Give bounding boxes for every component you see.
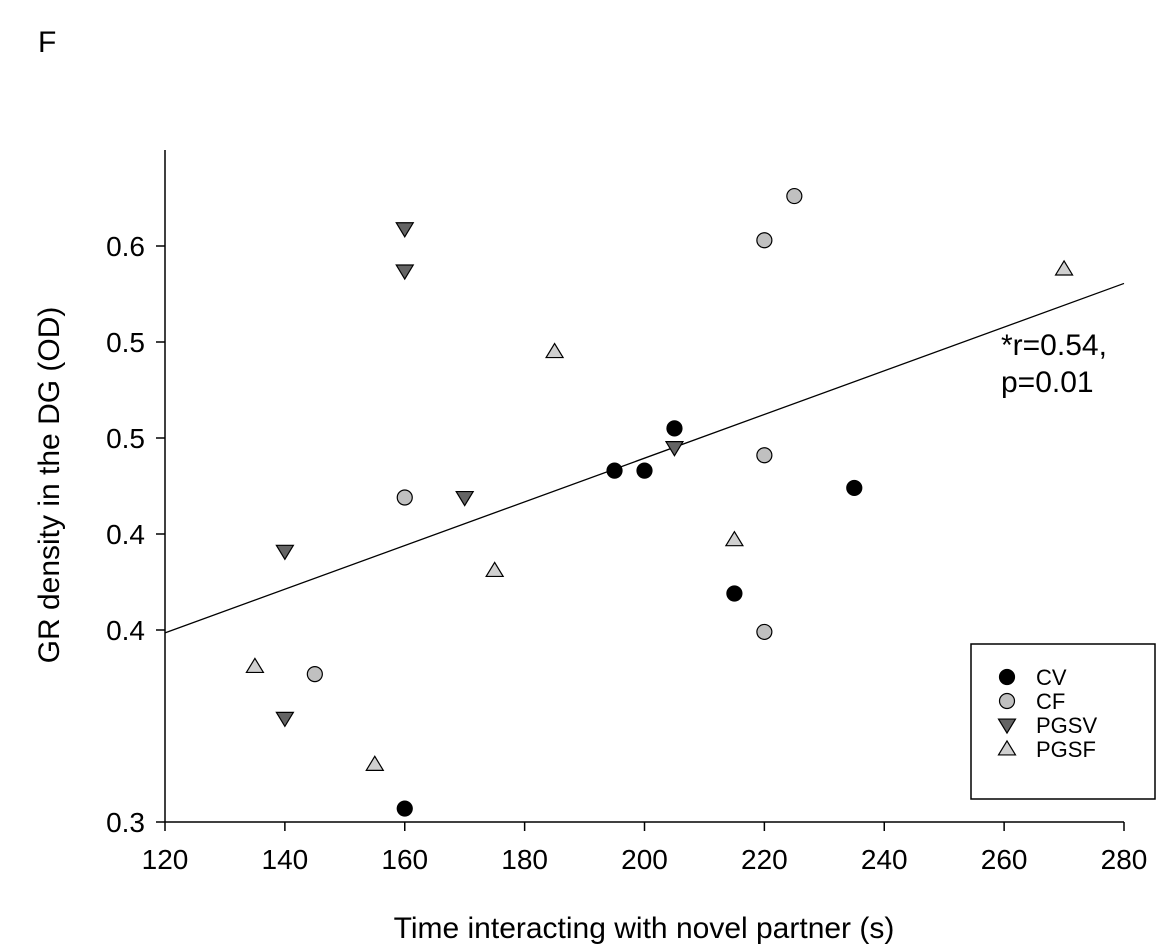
x-axis-label: Time interacting with novel partner (s) xyxy=(394,912,895,945)
legend-label-cv: CV xyxy=(1036,665,1067,690)
point-pgsf xyxy=(245,657,265,674)
point-cv xyxy=(726,585,743,602)
legend-marker-cv xyxy=(998,668,1016,686)
legend-label-pgsv: PGSV xyxy=(1036,713,1097,738)
point-cf xyxy=(786,187,803,205)
point-cv xyxy=(396,800,413,817)
point-pgsf xyxy=(724,530,744,547)
panel-label: F xyxy=(38,26,56,59)
y-tick-label: 0.4 xyxy=(106,519,145,550)
axis-ticks: 120 140 160 180 200 220 240 260 280 0.3 0.4 0.4 0.5 0… xyxy=(106,231,1147,875)
point-pgsv xyxy=(455,490,475,507)
y-tick-label: 0.4 xyxy=(106,615,145,646)
legend-marker-pgsf xyxy=(997,739,1017,756)
y-tick-label: 0.5 xyxy=(106,423,145,454)
regression-line-group xyxy=(164,282,1125,634)
y-axis-label: GR density in the DG (OD) xyxy=(33,307,66,664)
x-tick-label: 120 xyxy=(142,844,189,875)
point-cv xyxy=(846,479,863,497)
point-pgsf xyxy=(485,561,505,578)
x-tick-label: 220 xyxy=(741,844,788,875)
x-tick-label: 200 xyxy=(621,844,668,875)
point-pgsv xyxy=(395,222,415,238)
point-pgsv xyxy=(275,711,295,728)
legend-marker-cf xyxy=(998,692,1016,710)
point-cv xyxy=(636,462,653,479)
x-tick-label: 240 xyxy=(861,844,908,875)
legend-marker-pgsv xyxy=(997,718,1017,735)
point-cf xyxy=(306,666,323,683)
legend-label-cf: CF xyxy=(1036,689,1065,714)
correlation-annotation-line-1: *r=0.54, xyxy=(1001,329,1107,362)
correlation-annotation-line-2: p=0.01 xyxy=(1001,366,1094,399)
point-pgsv xyxy=(664,441,685,457)
data-points xyxy=(245,187,1074,817)
point-pgsv xyxy=(275,544,295,561)
point-cf xyxy=(396,489,413,506)
x-tick-label: 180 xyxy=(501,844,548,875)
point-cv xyxy=(666,420,683,437)
point-cv xyxy=(606,462,623,479)
point-cf xyxy=(756,447,773,464)
x-tick-label: 140 xyxy=(262,844,309,875)
y-tick-label: 0.3 xyxy=(106,807,145,838)
point-pgsf xyxy=(545,342,565,359)
x-tick-label: 260 xyxy=(981,844,1028,875)
legend-label-pgsf: PGSF xyxy=(1036,737,1096,762)
regression-line xyxy=(164,282,1125,634)
y-tick-label: 0.6 xyxy=(106,231,145,262)
point-cf xyxy=(756,623,773,641)
x-tick-label: 160 xyxy=(381,844,428,875)
x-tick-label: 280 xyxy=(1101,844,1148,875)
point-pgsf xyxy=(365,755,385,771)
point-pgsv xyxy=(395,264,415,281)
point-cf xyxy=(756,232,773,249)
y-tick-label: 0.5 xyxy=(106,327,145,358)
point-pgsf xyxy=(1054,259,1074,276)
